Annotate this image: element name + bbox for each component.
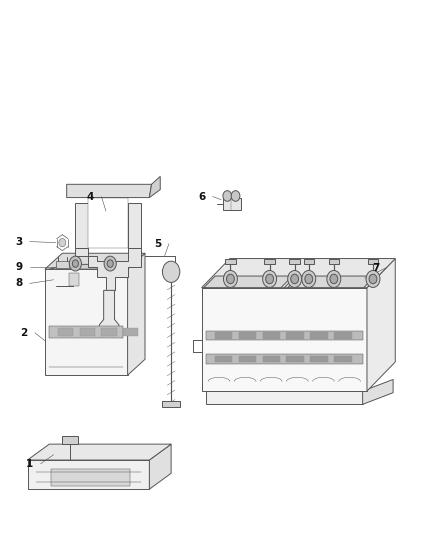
Polygon shape — [127, 253, 145, 375]
Bar — [290, 259, 300, 264]
Polygon shape — [367, 259, 395, 391]
Bar — [62, 436, 78, 444]
Circle shape — [305, 274, 313, 284]
Circle shape — [226, 274, 234, 284]
Bar — [162, 401, 180, 407]
Bar — [58, 328, 73, 336]
Circle shape — [366, 270, 380, 287]
Polygon shape — [75, 248, 141, 290]
Circle shape — [104, 256, 116, 271]
Text: 3: 3 — [15, 237, 22, 247]
Bar — [311, 356, 328, 362]
Bar — [368, 259, 378, 264]
Circle shape — [72, 260, 78, 267]
Bar — [311, 332, 328, 338]
Bar — [223, 198, 241, 210]
Bar — [304, 259, 314, 264]
Bar — [225, 259, 236, 264]
Bar — [49, 326, 123, 338]
Bar — [102, 328, 117, 336]
Bar — [206, 330, 363, 340]
Polygon shape — [363, 379, 393, 405]
Circle shape — [369, 274, 377, 284]
Bar — [334, 356, 352, 362]
Circle shape — [223, 270, 237, 287]
Bar — [88, 198, 127, 248]
Bar — [286, 356, 304, 362]
Polygon shape — [28, 444, 171, 460]
Bar — [215, 356, 232, 362]
Text: 6: 6 — [198, 191, 205, 201]
Circle shape — [291, 274, 299, 284]
Circle shape — [223, 191, 232, 201]
Circle shape — [231, 191, 240, 201]
Bar — [206, 354, 363, 364]
Polygon shape — [67, 184, 152, 198]
Bar — [56, 261, 69, 268]
Polygon shape — [201, 259, 395, 288]
Circle shape — [288, 270, 302, 287]
Circle shape — [302, 270, 316, 287]
Polygon shape — [149, 444, 171, 489]
Bar — [80, 328, 95, 336]
Text: 7: 7 — [372, 263, 379, 272]
Polygon shape — [288, 276, 375, 288]
Polygon shape — [127, 203, 141, 248]
Polygon shape — [28, 460, 149, 489]
Circle shape — [327, 270, 341, 287]
Text: 5: 5 — [155, 239, 162, 249]
Text: 4: 4 — [87, 191, 94, 201]
Circle shape — [266, 274, 273, 284]
Circle shape — [330, 274, 338, 284]
Polygon shape — [45, 269, 127, 375]
Bar — [51, 469, 130, 486]
Circle shape — [107, 260, 113, 267]
Bar — [123, 328, 138, 336]
Bar — [69, 273, 79, 286]
Bar — [265, 259, 275, 264]
Bar — [334, 332, 352, 338]
Polygon shape — [45, 253, 145, 269]
Circle shape — [59, 238, 66, 247]
Circle shape — [263, 270, 276, 287]
Bar — [215, 332, 232, 338]
Text: 8: 8 — [15, 278, 22, 288]
Polygon shape — [49, 264, 141, 269]
Bar — [262, 332, 280, 338]
Text: 1: 1 — [26, 459, 33, 469]
Polygon shape — [149, 176, 160, 198]
Polygon shape — [99, 290, 119, 335]
Polygon shape — [75, 203, 88, 248]
Text: 2: 2 — [21, 328, 28, 338]
Circle shape — [69, 256, 81, 271]
Bar — [262, 356, 280, 362]
Bar — [286, 332, 304, 338]
Text: 9: 9 — [15, 262, 22, 271]
Polygon shape — [206, 391, 363, 405]
Bar — [239, 332, 256, 338]
Circle shape — [162, 261, 180, 282]
Polygon shape — [204, 276, 292, 288]
Polygon shape — [201, 288, 367, 391]
Bar — [239, 356, 256, 362]
Bar — [328, 259, 339, 264]
